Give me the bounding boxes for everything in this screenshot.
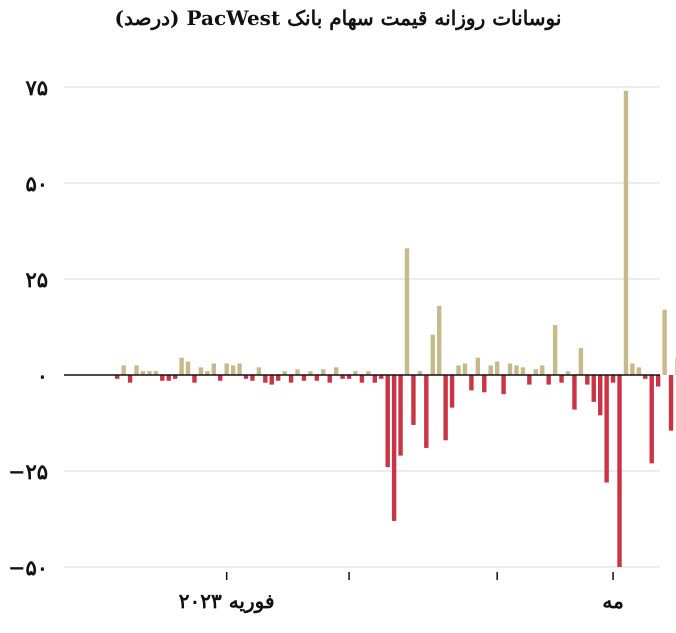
- bar-positive: [230, 365, 236, 375]
- y-tick-label: ۵۰: [25, 171, 48, 196]
- y-tick-label: ۷۵: [24, 75, 48, 100]
- bar-negative: [127, 375, 133, 383]
- bar-negative: [585, 375, 590, 385]
- bar-negative: [572, 375, 577, 410]
- bar-positive: [211, 363, 216, 375]
- bar-positive: [636, 367, 642, 375]
- chart-title: نوسانات روزانه قیمت سهام بانک PacWest (د…: [114, 6, 562, 30]
- bar-negative: [192, 375, 197, 383]
- bar-negative: [276, 375, 281, 381]
- bar-positive: [565, 371, 571, 375]
- bar-positive: [533, 369, 538, 375]
- bar-positive: [404, 248, 410, 375]
- bar-positive: [185, 361, 191, 375]
- bar-negative: [263, 375, 268, 383]
- bar-negative: [391, 375, 397, 521]
- x-tick-label: مه: [602, 589, 623, 613]
- bar-positive: [552, 325, 558, 375]
- bar-positive: [417, 371, 423, 375]
- bar-positive: [475, 357, 481, 375]
- bar-positive: [520, 367, 526, 375]
- bar-positive: [321, 369, 326, 375]
- bar-negative: [668, 375, 674, 431]
- bar-positive: [662, 309, 667, 375]
- bar-negative: [218, 375, 223, 381]
- bar-negative: [546, 375, 551, 385]
- bar-negative: [449, 375, 455, 408]
- bar-positive: [308, 371, 313, 375]
- bar-negative: [243, 375, 249, 379]
- bar-positive: [333, 367, 339, 375]
- bar-positive: [198, 367, 204, 375]
- bar-negative: [617, 375, 622, 567]
- bar-negative: [411, 375, 416, 425]
- bar-negative: [327, 375, 332, 383]
- bar-negative: [655, 375, 661, 387]
- bar-positive: [179, 357, 184, 375]
- bar-negative: [172, 375, 178, 379]
- bar-positive: [437, 305, 442, 375]
- bar-negative: [385, 375, 390, 468]
- bar-positive: [456, 365, 461, 375]
- bar-negative: [359, 375, 365, 383]
- x-tick-label: فوریه ۲۰۲۳: [179, 589, 275, 614]
- bar-positive: [623, 90, 629, 375]
- bar-positive: [147, 371, 152, 375]
- bar-negative: [649, 375, 654, 464]
- bar-negative: [501, 375, 506, 395]
- bar-positive: [134, 365, 139, 375]
- bar-positive: [630, 363, 635, 375]
- bar-negative: [372, 375, 377, 383]
- bar-negative: [398, 375, 403, 456]
- bar-negative: [346, 375, 352, 379]
- bar-negative: [160, 375, 165, 381]
- bar-negative: [379, 375, 384, 379]
- bar-negative: [301, 375, 307, 381]
- y-tick-label: ۲۵: [25, 267, 48, 292]
- bar-negative: [559, 375, 564, 383]
- bar-negative: [250, 375, 255, 381]
- bar-positive: [205, 371, 210, 375]
- bar-positive: [224, 363, 229, 375]
- bar-negative: [424, 375, 429, 448]
- bar-positive: [121, 365, 126, 375]
- bar-positive: [256, 367, 262, 375]
- bar-negative: [269, 375, 274, 385]
- bar-negative: [482, 375, 487, 393]
- bar-positive: [140, 371, 146, 375]
- bar-positive: [578, 348, 584, 375]
- bar-negative: [314, 375, 320, 381]
- bar-positive: [353, 371, 358, 375]
- bar-negative: [598, 375, 603, 416]
- bar-positive: [153, 371, 159, 375]
- y-tick-label: −۲۵: [8, 459, 48, 484]
- bar-positive: [507, 363, 513, 375]
- bar-negative: [610, 375, 616, 383]
- y-tick-label: ۰: [37, 363, 48, 388]
- bar-negative: [643, 375, 648, 379]
- bar-negative: [166, 375, 171, 381]
- bar-negative: [115, 375, 120, 379]
- bar-positive: [282, 371, 287, 375]
- bar-positive: [366, 371, 371, 375]
- bar-negative: [604, 375, 609, 483]
- bar-positive: [540, 365, 545, 375]
- bar-negative: [591, 375, 596, 402]
- bar-positive: [494, 361, 500, 375]
- bar-positive: [430, 334, 435, 375]
- bar-negative: [288, 375, 294, 383]
- bar-positive: [237, 363, 242, 375]
- bar-negative: [527, 375, 532, 385]
- bar-positive: [462, 363, 468, 375]
- bar-negative: [443, 375, 448, 441]
- bar-positive: [488, 365, 493, 375]
- bar-positive: [514, 365, 519, 375]
- bar-positive: [295, 369, 300, 375]
- bar-negative: [469, 375, 474, 391]
- bar-negative: [340, 375, 345, 379]
- y-tick-label: −۵۰: [8, 555, 48, 580]
